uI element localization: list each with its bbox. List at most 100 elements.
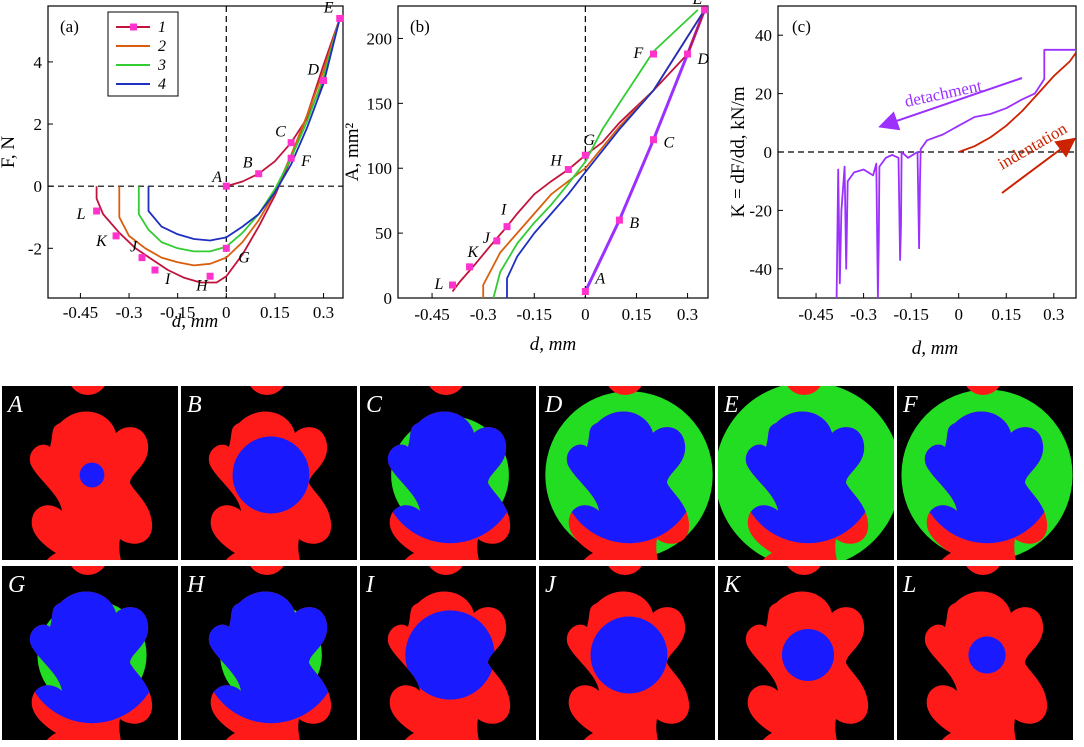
x-tick-label: 0 xyxy=(954,305,963,324)
point-label-K: K xyxy=(95,233,108,250)
panel-a-xlabel: d, mm xyxy=(172,311,218,332)
y-tick-label: 50 xyxy=(375,224,392,243)
snapshot-label-H: H xyxy=(186,572,206,598)
point-label-A: A xyxy=(211,169,222,186)
series-b-3 xyxy=(492,9,699,298)
series-c-detachment xyxy=(835,48,1076,298)
snapshot-A: A xyxy=(2,386,178,560)
point-label-H: H xyxy=(549,153,563,170)
marker-I xyxy=(151,266,159,274)
point-label-C: C xyxy=(663,135,674,152)
contact-core xyxy=(425,630,475,680)
snapshot-label-I: I xyxy=(365,572,375,598)
x-tick-label: 0.15 xyxy=(260,303,290,322)
y-tick-label: 4 xyxy=(34,53,43,72)
y-tick-label: 40 xyxy=(755,26,772,45)
x-tick-label: -0.3 xyxy=(470,305,497,324)
y-tick-label: 150 xyxy=(367,94,393,113)
marker-C xyxy=(287,139,295,147)
point-label-H: H xyxy=(195,277,209,294)
snapshot-label-E: E xyxy=(723,392,739,418)
y-tick-label: -40 xyxy=(749,260,772,279)
arrow-detachment xyxy=(878,77,1023,131)
point-label-I: I xyxy=(164,271,171,288)
panel-b-xlabel: d, mm xyxy=(530,334,576,355)
snapshot-E: E xyxy=(718,386,894,560)
legend-marker xyxy=(130,23,137,31)
x-tick-label: 0.3 xyxy=(677,305,698,324)
marker-F xyxy=(287,154,295,162)
point-label-D: D xyxy=(697,51,710,68)
panel-b-label: (b) xyxy=(410,17,430,36)
contact-snapshots: A B C D E F G H I J K L xyxy=(2,386,1073,740)
x-tick-label: -0.15 xyxy=(160,303,195,322)
point-label-K: K xyxy=(467,244,480,261)
snapshot-H: H xyxy=(181,566,357,740)
snapshot-label-K: K xyxy=(723,572,742,598)
x-tick-label: 0 xyxy=(581,305,590,324)
marker-G xyxy=(222,244,230,252)
contact-core xyxy=(793,640,823,670)
point-label-G: G xyxy=(583,132,595,149)
marker-I xyxy=(503,223,511,231)
snapshot-label-A: A xyxy=(6,392,23,418)
panel-b-frame xyxy=(397,5,709,299)
point-label-J: J xyxy=(483,230,491,247)
legend-label-4: 4 xyxy=(158,76,166,93)
marker-J xyxy=(493,237,501,245)
x-tick-label: -0.3 xyxy=(116,303,143,322)
series-a-2 xyxy=(118,18,341,267)
series-c-indentation xyxy=(958,52,1076,153)
snapshot-C: C xyxy=(360,386,536,560)
panel-c-ylabel: K = dF/dd, kN/m xyxy=(728,86,749,217)
snapshot-label-L: L xyxy=(902,572,916,598)
y-tick-label: -2 xyxy=(28,239,42,258)
arrow-indentation xyxy=(1001,137,1077,194)
y-tick-label: -20 xyxy=(749,201,772,220)
marker-H xyxy=(564,166,572,174)
panel-c-xlabel: d, mm xyxy=(912,338,958,359)
x-tick-label: 0.3 xyxy=(313,303,334,322)
marker-J xyxy=(138,254,146,262)
legend-label-3: 3 xyxy=(157,57,166,74)
panel-a-force-displacement: -0.45 -0.3 -0.15 0 0.15 0.3-2024ABCDEFGHIJKL … xyxy=(0,0,344,332)
x-tick-label: 0.15 xyxy=(622,305,652,324)
panel-a-legend: 1 2 3 4 xyxy=(107,11,179,97)
x-tick-label: -0.45 xyxy=(798,305,833,324)
point-label-J: J xyxy=(130,239,138,256)
snapshot-label-D: D xyxy=(544,392,562,418)
point-label-L: L xyxy=(434,276,444,293)
marker-B xyxy=(615,216,623,224)
marker-E xyxy=(336,14,344,22)
point-label-B: B xyxy=(243,155,253,172)
panel-a-frame xyxy=(47,5,344,299)
y-tick-label: 2 xyxy=(34,115,43,134)
x-tick-label: -0.45 xyxy=(414,305,449,324)
panel-a-ylabel: F, N xyxy=(0,136,19,169)
marker-D xyxy=(320,77,328,85)
x-tick-label: -0.15 xyxy=(517,305,552,324)
panel-c-stiffness: -0.45 -0.3 -0.15 0 0.15 0.3 -40 -20 0 20 40 (c) d,… xyxy=(728,5,1077,359)
snapshot-label-F: F xyxy=(902,392,918,418)
series-b-2 xyxy=(482,9,706,298)
snapshot-L: L xyxy=(897,566,1073,740)
y-tick-label: 0 xyxy=(34,177,43,196)
marker-B xyxy=(255,170,263,178)
point-label-A: A xyxy=(594,271,605,288)
marker-L xyxy=(449,281,457,289)
marker-A xyxy=(581,288,589,296)
snapshot-label-C: C xyxy=(366,392,383,418)
point-label-L: L xyxy=(76,206,86,223)
marker-K xyxy=(466,263,474,271)
x-tick-label: 0.3 xyxy=(1043,305,1064,324)
panel-a-label: (a) xyxy=(60,17,79,36)
x-tick-label: -0.45 xyxy=(63,303,98,322)
point-label-F: F xyxy=(300,153,311,170)
point-label-D: D xyxy=(307,62,320,79)
y-tick-label: 100 xyxy=(367,159,393,178)
marker-F xyxy=(649,50,657,58)
point-label-I: I xyxy=(500,202,507,219)
snapshot-label-J: J xyxy=(545,572,557,598)
snapshot-I: I xyxy=(360,566,536,740)
